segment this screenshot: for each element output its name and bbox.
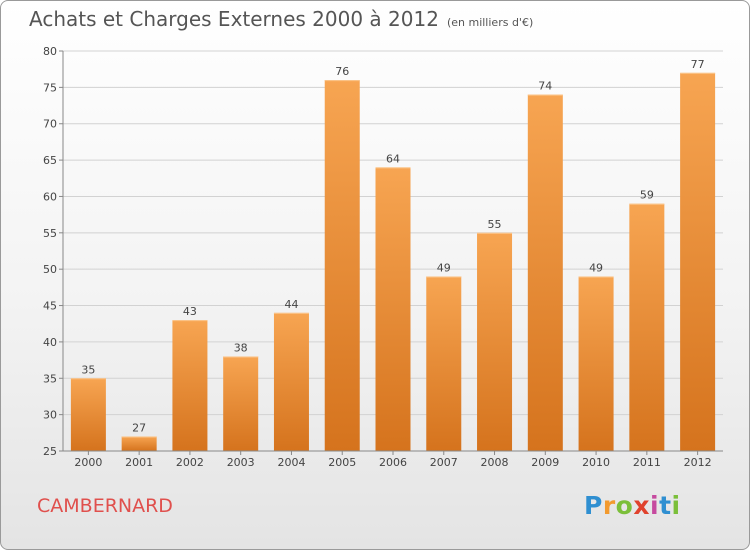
y-tick-label-30: 30 <box>43 409 57 422</box>
y-tick-label-50: 50 <box>43 263 57 276</box>
data-label-2000: 35 <box>81 363 95 376</box>
data-label-2011: 59 <box>640 189 654 202</box>
y-tick-label-40: 40 <box>43 336 57 349</box>
x-tick-label-2004: 2004 <box>277 456 305 469</box>
bar-2002 <box>172 320 208 451</box>
bar-2011 <box>629 203 665 451</box>
x-tick-label-2006: 2006 <box>379 456 407 469</box>
chart-title-main: Achats et Charges Externes 2000 à 2012 <box>29 7 439 31</box>
chart-title: Achats et Charges Externes 2000 à 2012 (e… <box>29 7 533 31</box>
y-tick-label-70: 70 <box>43 118 57 131</box>
x-tick-label-2000: 2000 <box>74 456 102 469</box>
x-tick-label-2011: 2011 <box>633 456 661 469</box>
data-label-2007: 49 <box>437 261 451 274</box>
data-label-2006: 64 <box>386 152 400 165</box>
bar-2001 <box>121 436 157 451</box>
y-tick-label-65: 65 <box>43 154 57 167</box>
bar-2006 <box>375 167 411 451</box>
y-tick-label-55: 55 <box>43 227 57 240</box>
x-tick-label-2012: 2012 <box>684 456 712 469</box>
data-label-2004: 44 <box>284 298 298 311</box>
data-label-2001: 27 <box>132 421 146 434</box>
city-name: CAMBERNARD <box>37 495 173 517</box>
y-tick-label-25: 25 <box>43 445 57 458</box>
bar-2007 <box>426 276 462 451</box>
logo-letter: r <box>602 491 616 520</box>
logo-letter: t <box>659 491 672 520</box>
bar-2004 <box>273 312 309 451</box>
logo-letter: o <box>615 491 634 520</box>
x-tick-label-2010: 2010 <box>582 456 610 469</box>
logo-letter: P <box>584 491 603 520</box>
data-label-2012: 77 <box>691 58 705 71</box>
y-tick-label-45: 45 <box>43 300 57 313</box>
x-tick-label-2001: 2001 <box>125 456 153 469</box>
bar-2008 <box>477 232 513 451</box>
data-label-2005: 76 <box>335 65 349 78</box>
x-tick-label-2009: 2009 <box>531 456 559 469</box>
proxiti-logo: Proxiti <box>584 491 681 520</box>
bar-2000 <box>70 378 106 451</box>
logo-letter: x <box>633 491 650 520</box>
x-tick-label-2007: 2007 <box>430 456 458 469</box>
data-label-2010: 49 <box>589 261 603 274</box>
logo-letter: i <box>650 491 660 520</box>
chart-title-unit: (en milliers d'€) <box>446 16 534 29</box>
data-label-2008: 55 <box>488 218 502 231</box>
bar-2012 <box>680 72 716 452</box>
y-tick-label-60: 60 <box>43 190 57 203</box>
bar-2003 <box>223 356 259 451</box>
data-label-2003: 38 <box>234 341 248 354</box>
y-tick-label-75: 75 <box>43 81 57 94</box>
x-tick-label-2005: 2005 <box>328 456 356 469</box>
axes: 25 30 35 40 45 50 55 60 65 70 75 80 2000 2001 2002 2003… <box>43 45 723 469</box>
logo-letter: i <box>671 491 681 520</box>
bars: 35 27 43 38 44 76 64 49 55 74 49 59 77 <box>70 58 716 452</box>
bar-2010 <box>578 276 614 451</box>
y-tick-label-35: 35 <box>43 372 57 385</box>
data-label-2009: 74 <box>538 80 552 93</box>
bar-2005 <box>324 80 360 451</box>
y-tick-label-80: 80 <box>43 45 57 58</box>
data-label-2002: 43 <box>183 305 197 318</box>
bar-2009 <box>527 94 563 452</box>
x-tick-label-2003: 2003 <box>227 456 255 469</box>
x-tick-label-2002: 2002 <box>176 456 204 469</box>
x-tick-label-2008: 2008 <box>481 456 509 469</box>
